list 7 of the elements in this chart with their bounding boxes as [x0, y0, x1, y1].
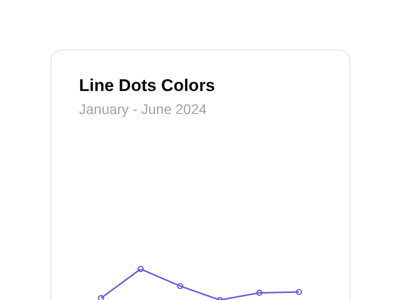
- point: [98, 295, 104, 300]
- point: [138, 266, 144, 272]
- chart-subtitle: January - June 2024: [79, 101, 207, 117]
- point: [296, 288, 302, 296]
- point: [177, 282, 184, 290]
- chart-title: Line Dots Colors: [79, 76, 216, 95]
- point: [256, 290, 262, 296]
